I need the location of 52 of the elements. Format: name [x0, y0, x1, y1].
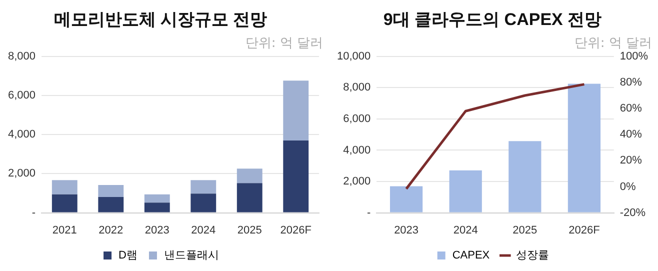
y2-tick-label: 60% [620, 102, 642, 115]
y2-tick-label: 80% [620, 76, 642, 88]
chart-title: 메모리반도체 시장규모 전망 [54, 10, 268, 29]
x-tick-label: 2022 [98, 224, 124, 236]
bar [568, 84, 601, 212]
bar [144, 202, 170, 212]
legend-label: D램 [118, 250, 138, 262]
bar [236, 168, 262, 184]
x-tick-label: 2025 [512, 224, 538, 236]
x-tick-label: 2026F [280, 224, 312, 236]
y-tick-label: 8,000 [8, 50, 36, 62]
bar [98, 196, 124, 212]
legend-label: 낸드플래시 [164, 250, 219, 262]
y-tick-label: 6,000 [8, 90, 36, 102]
text: 단위: 억 달러 [574, 35, 652, 52]
bar [144, 194, 170, 203]
y-tick-label: 4,000 [343, 144, 371, 156]
bar [236, 183, 262, 212]
y-tick-label: 2,000 [8, 168, 36, 180]
legend-label: CAPEX [452, 250, 490, 262]
y2-tick-label: 20% [620, 154, 642, 167]
x-tick-label: 2024 [191, 224, 216, 236]
y2-tick-label: 40% [620, 128, 642, 141]
x-tick-label: 2026F [568, 224, 600, 236]
y-tick-label: - [366, 206, 371, 219]
chart-title: 9대 클라우드의 CAPEX 전망 [383, 10, 602, 29]
bar [283, 140, 309, 212]
bar [190, 180, 216, 194]
y-tick-label: 10,000 [336, 50, 371, 62]
y-tick-label: 2,000 [343, 176, 371, 188]
bar [449, 170, 482, 212]
x-tick-label: 2025 [237, 224, 262, 236]
text: 단위: 억 달러 [245, 35, 323, 52]
x-tick-label: 2024 [453, 224, 478, 236]
y2-tick-label: 100% [620, 50, 648, 62]
y-tick-label: - [32, 206, 36, 219]
bar [508, 141, 542, 212]
x-tick-label: 2021 [52, 224, 77, 236]
y-tick-label: 6,000 [343, 112, 371, 125]
x-tick-label: 2023 [394, 224, 419, 236]
y2-tick-label: 0% [620, 180, 636, 193]
bar [390, 186, 423, 212]
bar [52, 194, 78, 212]
bar [283, 80, 309, 140]
bar [98, 185, 124, 197]
y-tick-label: 4,000 [8, 128, 36, 141]
bar [190, 194, 216, 212]
x-tick-label: 2023 [144, 224, 170, 236]
legend-label: 성장률 [516, 250, 550, 262]
y-tick-label: 8,000 [343, 82, 371, 94]
y2-tick-label: -20% [620, 206, 646, 219]
bar [52, 180, 78, 194]
